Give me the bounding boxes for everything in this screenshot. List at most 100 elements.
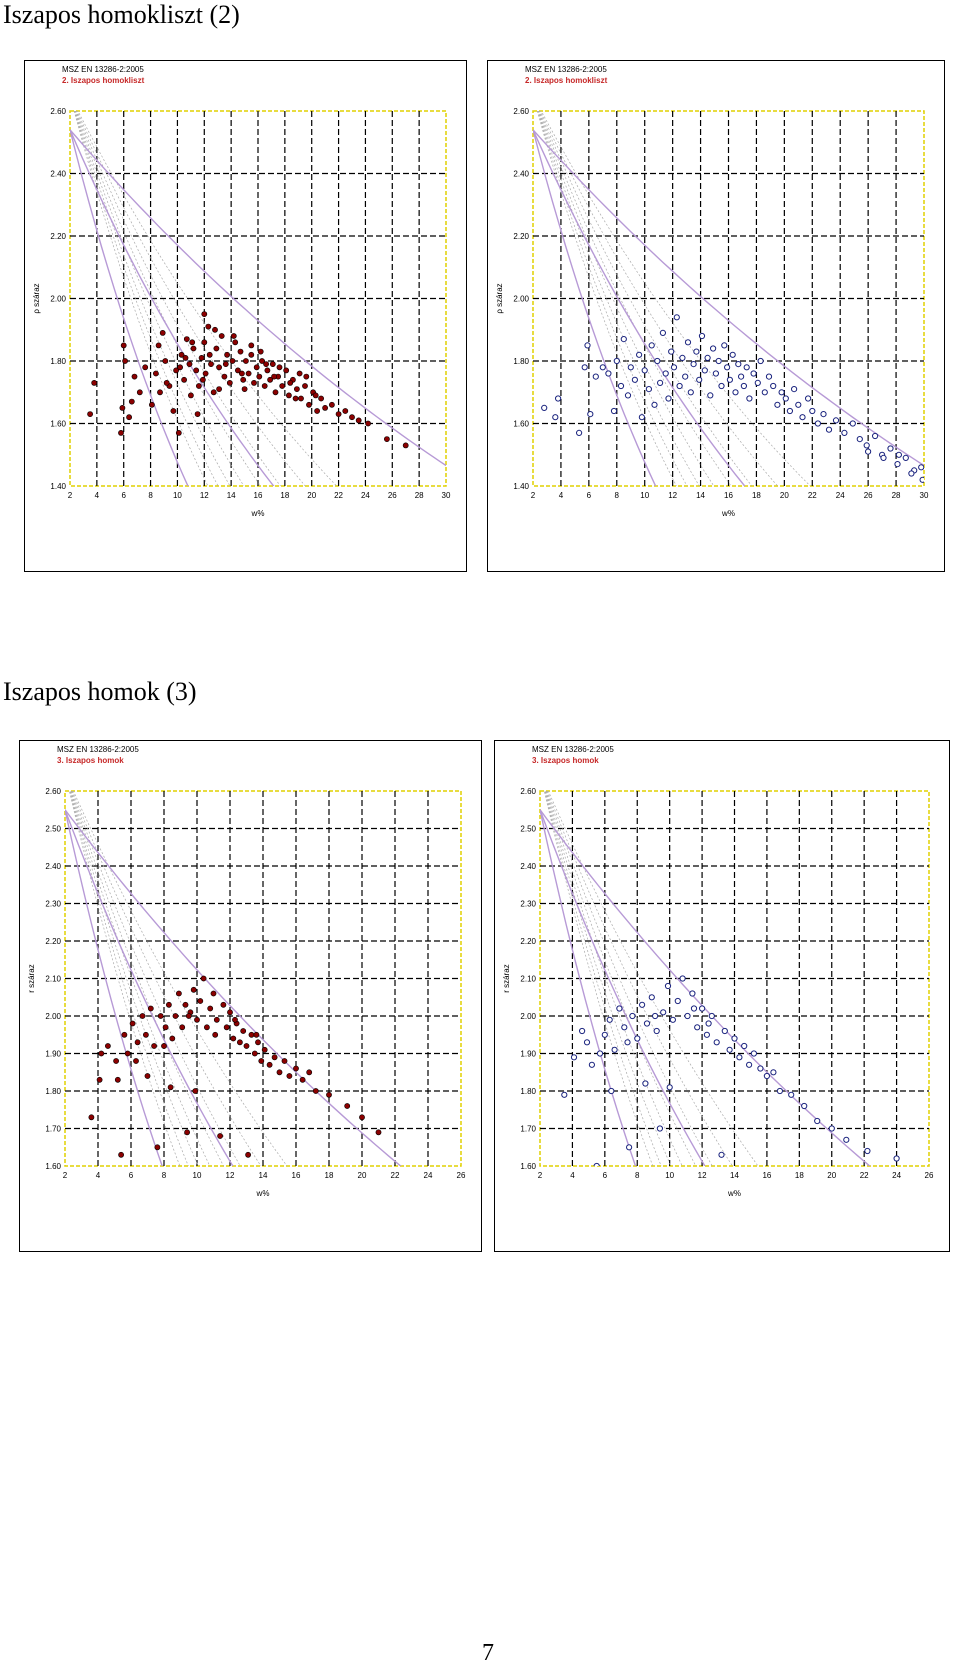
data-point	[292, 395, 299, 402]
x-tick-label: 28	[892, 491, 901, 500]
x-tick-label: 4	[95, 491, 100, 500]
data-point	[172, 1013, 179, 1019]
y-axis-label: r száraz	[27, 964, 36, 992]
data-point	[708, 1012, 715, 1020]
plot-area	[69, 110, 447, 487]
limit-curve	[65, 809, 234, 1166]
data-point	[599, 364, 606, 371]
data-point	[832, 417, 840, 424]
data-point	[195, 383, 202, 389]
data-point	[271, 1054, 278, 1061]
data-point	[230, 333, 237, 339]
data-point	[259, 358, 265, 364]
y-tick-label: 2.30	[520, 900, 536, 909]
data-point	[187, 392, 194, 399]
limit-curve	[533, 129, 657, 486]
data-point	[152, 370, 159, 377]
data-point	[673, 314, 680, 321]
y-tick-label: 2.60	[45, 787, 61, 796]
data-point	[620, 336, 627, 343]
y-tick-label: 2.20	[50, 232, 66, 241]
x-tick-label: 8	[148, 491, 153, 500]
data-point	[261, 1046, 268, 1053]
x-axis-label: w%	[251, 509, 265, 518]
data-point	[96, 1076, 103, 1083]
data-point	[828, 1125, 835, 1132]
data-point	[173, 367, 179, 374]
data-point	[670, 364, 678, 371]
data-point	[218, 333, 225, 339]
data-point	[795, 401, 802, 408]
y-tick-label: 2.40	[45, 862, 61, 871]
data-point	[131, 373, 138, 380]
y-tick-label: 1.80	[45, 1087, 61, 1096]
data-point	[245, 370, 252, 377]
data-point	[820, 411, 827, 418]
data-point	[676, 382, 683, 390]
x-tick-label: 18	[280, 491, 289, 500]
data-point	[668, 348, 675, 355]
data-point	[778, 389, 785, 396]
data-point	[624, 1039, 631, 1046]
limit-curve	[533, 129, 746, 486]
limit-curve	[70, 129, 446, 467]
saturation-curve	[71, 791, 241, 1166]
data-point	[726, 376, 733, 383]
data-point	[223, 1024, 230, 1031]
data-point	[253, 364, 260, 371]
x-tick-label: 22	[808, 491, 817, 500]
x-tick-label: 4	[570, 1171, 575, 1180]
y-tick-label: 2.10	[45, 975, 61, 984]
data-point	[236, 1039, 243, 1046]
data-point	[230, 1035, 237, 1042]
data-point	[245, 1151, 251, 1158]
data-point	[872, 432, 879, 440]
data-point	[189, 339, 196, 346]
data-point	[194, 1016, 200, 1023]
curves	[65, 791, 402, 1166]
data-point	[738, 373, 745, 380]
x-tick-label: 28	[415, 491, 424, 500]
data-point	[908, 470, 915, 477]
chart-subtitle: 2. Iszapos homokliszt	[525, 76, 608, 85]
data-point	[224, 351, 230, 358]
data-point	[587, 411, 594, 418]
data-point	[698, 332, 706, 340]
x-tick-label: 2	[531, 491, 536, 500]
limit-curve	[540, 809, 637, 1166]
data-point	[718, 1151, 725, 1158]
data-point	[746, 395, 753, 402]
data-point	[541, 404, 548, 411]
data-point	[253, 1031, 260, 1038]
data-point	[206, 351, 213, 358]
data-point	[757, 1065, 764, 1072]
data-point	[217, 1133, 223, 1139]
x-tick-label: 30	[442, 491, 451, 500]
saturation-curve	[69, 791, 189, 1166]
data-point	[155, 342, 162, 349]
x-tick-label: 6	[129, 1171, 134, 1180]
data-point	[576, 429, 583, 436]
data-point	[87, 411, 93, 417]
x-tick-label: 30	[920, 491, 929, 500]
data-point	[296, 370, 303, 377]
data-point	[162, 358, 169, 364]
data-point	[704, 354, 711, 361]
data-points	[88, 975, 382, 1158]
data-point	[200, 975, 207, 982]
data-point	[616, 1005, 623, 1012]
data-point	[216, 386, 222, 392]
data-point	[763, 1072, 770, 1080]
data-point	[197, 998, 204, 1004]
data-point	[596, 1050, 604, 1057]
data-point	[126, 414, 132, 421]
data-point	[119, 404, 126, 411]
y-tick-label: 2.60	[520, 787, 536, 796]
x-tick-label: 10	[640, 491, 649, 500]
data-point	[579, 1027, 586, 1035]
data-point	[643, 1020, 651, 1027]
x-tick-label: 26	[457, 1171, 466, 1180]
data-point	[105, 1043, 111, 1049]
x-tick-label: 24	[892, 1171, 901, 1180]
data-point	[657, 379, 664, 386]
